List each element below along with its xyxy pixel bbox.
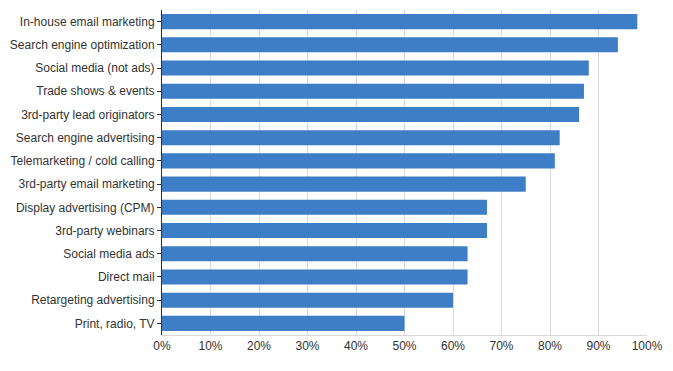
svg-text:3rd-party email marketing: 3rd-party email marketing bbox=[19, 177, 155, 191]
svg-text:0%: 0% bbox=[153, 339, 171, 353]
svg-text:50%: 50% bbox=[392, 339, 416, 353]
svg-text:Print, radio, TV: Print, radio, TV bbox=[75, 317, 155, 331]
svg-text:Retargeting advertising: Retargeting advertising bbox=[31, 293, 154, 307]
svg-text:90%: 90% bbox=[586, 339, 610, 353]
svg-text:60%: 60% bbox=[441, 339, 465, 353]
svg-text:3rd-party webinars: 3rd-party webinars bbox=[55, 224, 154, 238]
svg-text:Social media ads: Social media ads bbox=[63, 247, 154, 261]
svg-text:Trade shows & events: Trade shows & events bbox=[36, 84, 154, 98]
svg-text:Display advertising (CPM): Display advertising (CPM) bbox=[16, 201, 155, 215]
svg-text:Search engine advertising: Search engine advertising bbox=[16, 131, 155, 145]
svg-text:Social media (not ads): Social media (not ads) bbox=[35, 61, 154, 75]
svg-text:3rd-party lead originators: 3rd-party lead originators bbox=[21, 108, 154, 122]
svg-text:100%: 100% bbox=[632, 339, 663, 353]
svg-text:30%: 30% bbox=[295, 339, 319, 353]
svg-text:Search engine optimization: Search engine optimization bbox=[10, 38, 155, 52]
svg-text:80%: 80% bbox=[538, 339, 562, 353]
svg-text:70%: 70% bbox=[489, 339, 513, 353]
svg-text:Telemarketing / cold calling: Telemarketing / cold calling bbox=[11, 154, 155, 168]
svg-text:Direct mail: Direct mail bbox=[98, 270, 155, 284]
svg-text:20%: 20% bbox=[247, 339, 271, 353]
svg-text:In-house email marketing: In-house email marketing bbox=[20, 15, 155, 29]
svg-text:40%: 40% bbox=[344, 339, 368, 353]
svg-text:10%: 10% bbox=[198, 339, 222, 353]
